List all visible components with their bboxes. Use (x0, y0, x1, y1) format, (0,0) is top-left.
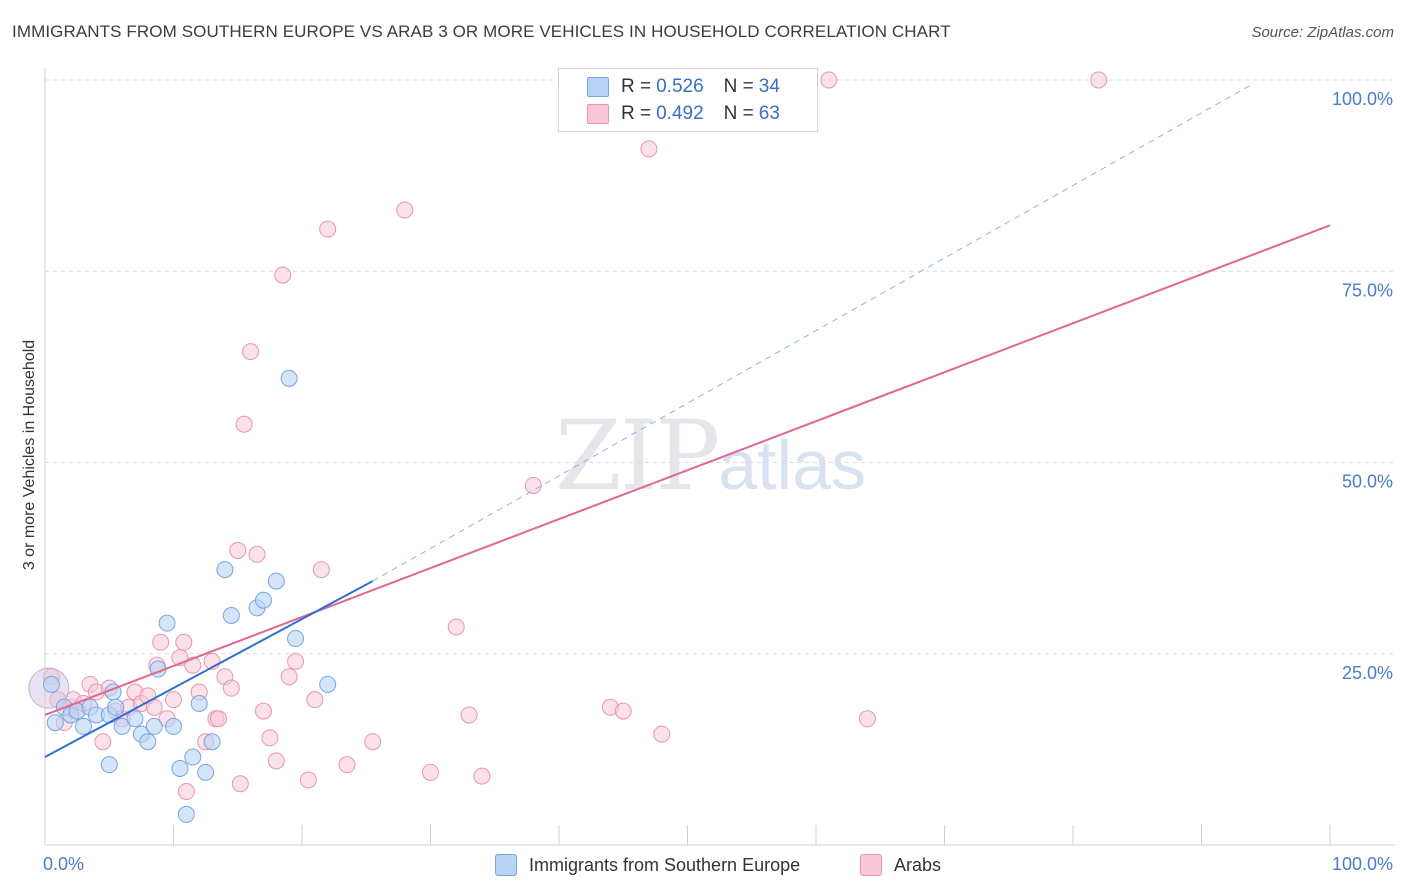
arabs-point (177, 782, 195, 800)
arabs-point (235, 415, 253, 433)
legend-row-southern-europe: R = 0.526 N = 34 (587, 74, 780, 100)
arabs-point (306, 691, 324, 709)
legend-r-label: R = (621, 76, 652, 97)
bottom-legend-label: Arabs (894, 854, 942, 875)
arabs-point (338, 756, 356, 774)
legend-n-value: 63 (758, 103, 780, 124)
arabs-point (152, 633, 170, 651)
southern-europe-point (75, 717, 93, 735)
points-layer (28, 71, 1108, 823)
bottom-legend-swatch-blue (495, 854, 517, 876)
bottom-legend-arabs: Arabs (860, 852, 941, 878)
arabs-point (280, 668, 298, 686)
arabs-point (299, 771, 317, 789)
arabs-point (267, 752, 285, 770)
arabs-point (165, 691, 182, 709)
southern-europe-point (222, 607, 240, 624)
source-credit: Source: ZipAtlas.com (1251, 24, 1394, 41)
arabs-point (1090, 71, 1108, 89)
southern-europe-point (267, 572, 285, 590)
southern-europe-point (177, 805, 195, 823)
southern-europe-point (165, 717, 182, 735)
legend-r-value: 0.492 (656, 103, 704, 124)
arabs-point (364, 733, 382, 751)
southern-europe-point (145, 717, 163, 735)
southern-europe-point (184, 748, 202, 766)
southern-europe-point (139, 733, 157, 751)
southern-europe-trend-extension (372, 83, 1254, 582)
legend-r-value: 0.526 (656, 76, 704, 97)
legend-n-label: N = (723, 103, 754, 124)
southern-europe-point (107, 698, 125, 716)
southern-europe-point (158, 614, 176, 632)
southern-europe-point (42, 675, 60, 693)
x-tick-label-min: 0.0% (43, 854, 84, 874)
southern-europe-trend-line (44, 580, 374, 758)
southern-europe-point (113, 717, 131, 735)
southern-europe-point (216, 561, 234, 579)
y-tick-label: 75.0% (1342, 280, 1393, 300)
x-tick-label-max: 100.0% (1332, 854, 1393, 874)
watermark-zip: ZIP (555, 400, 720, 512)
arabs-point (820, 71, 838, 89)
legend-n-label: N = (723, 76, 754, 97)
arabs-point (524, 476, 542, 494)
grid-layer (45, 79, 1395, 655)
southern-europe-point (126, 710, 144, 728)
arabs-point (242, 343, 260, 361)
arabs-trend-line (44, 224, 1331, 716)
arabs-point (231, 775, 249, 793)
legend-n-value: 34 (758, 76, 780, 97)
arabs-point (447, 618, 465, 636)
southern-europe-point (319, 675, 337, 693)
bottom-legend-label: Immigrants from Southern Europe (529, 854, 801, 875)
southern-europe-point (190, 694, 208, 712)
arabs-point (460, 706, 478, 724)
arabs-point (287, 652, 305, 670)
bottom-legend-swatch-pink (860, 854, 882, 876)
arabs-point (222, 679, 240, 697)
arabs-point (229, 541, 247, 559)
legend-r-label: R = (621, 103, 652, 124)
southern-europe-point (287, 629, 305, 647)
y-tick-label: 50.0% (1342, 472, 1393, 492)
southern-europe-point (171, 760, 189, 777)
arabs-point (254, 702, 272, 720)
arabs-point (473, 767, 491, 785)
watermark-atlas: atlas (718, 426, 867, 504)
legend-row-arabs: R = 0.492 N = 63 (587, 101, 780, 127)
arabs-point (94, 733, 112, 751)
arabs-point (396, 201, 414, 219)
arabs-point (858, 710, 876, 728)
zipatlas-watermark: ZIPatlas (555, 400, 866, 512)
arabs-point (640, 140, 658, 158)
arabs-point (209, 710, 227, 728)
arabs-point (248, 545, 266, 563)
axes-layer: 25.0% 50.0% 75.0% 100.0% 0.0% 100.0% (43, 68, 1395, 874)
southern-europe-point (203, 733, 221, 751)
bottom-legend-southern-europe: Immigrants from Southern Europe (495, 852, 800, 878)
y-tick-label: 25.0% (1342, 663, 1393, 683)
southern-europe-point (46, 714, 64, 732)
y-axis-title: 3 or more Vehicles in Household (21, 340, 38, 570)
arabs-point (312, 561, 330, 579)
trend-layer (44, 83, 1331, 758)
arabs-point (175, 633, 193, 651)
southern-europe-point (254, 591, 272, 609)
legend-swatch-blue (587, 77, 609, 97)
arabs-point (422, 763, 439, 781)
arabs-point (261, 729, 279, 747)
arabs-point (614, 702, 632, 720)
chart-title: IMMIGRANTS FROM SOUTHERN EUROPE VS ARAB … (12, 22, 951, 41)
legend-swatch-pink (587, 104, 609, 124)
arabs-point (319, 220, 337, 238)
arabs-point (653, 725, 671, 743)
arabs-point (274, 266, 292, 284)
southern-europe-point (280, 369, 298, 387)
southern-europe-point (100, 756, 118, 774)
southern-europe-point (197, 763, 215, 781)
correlation-legend: R = 0.526 N = 34 R = 0.492 N = 63 (558, 68, 818, 132)
y-tick-label: 100.0% (1332, 89, 1393, 109)
